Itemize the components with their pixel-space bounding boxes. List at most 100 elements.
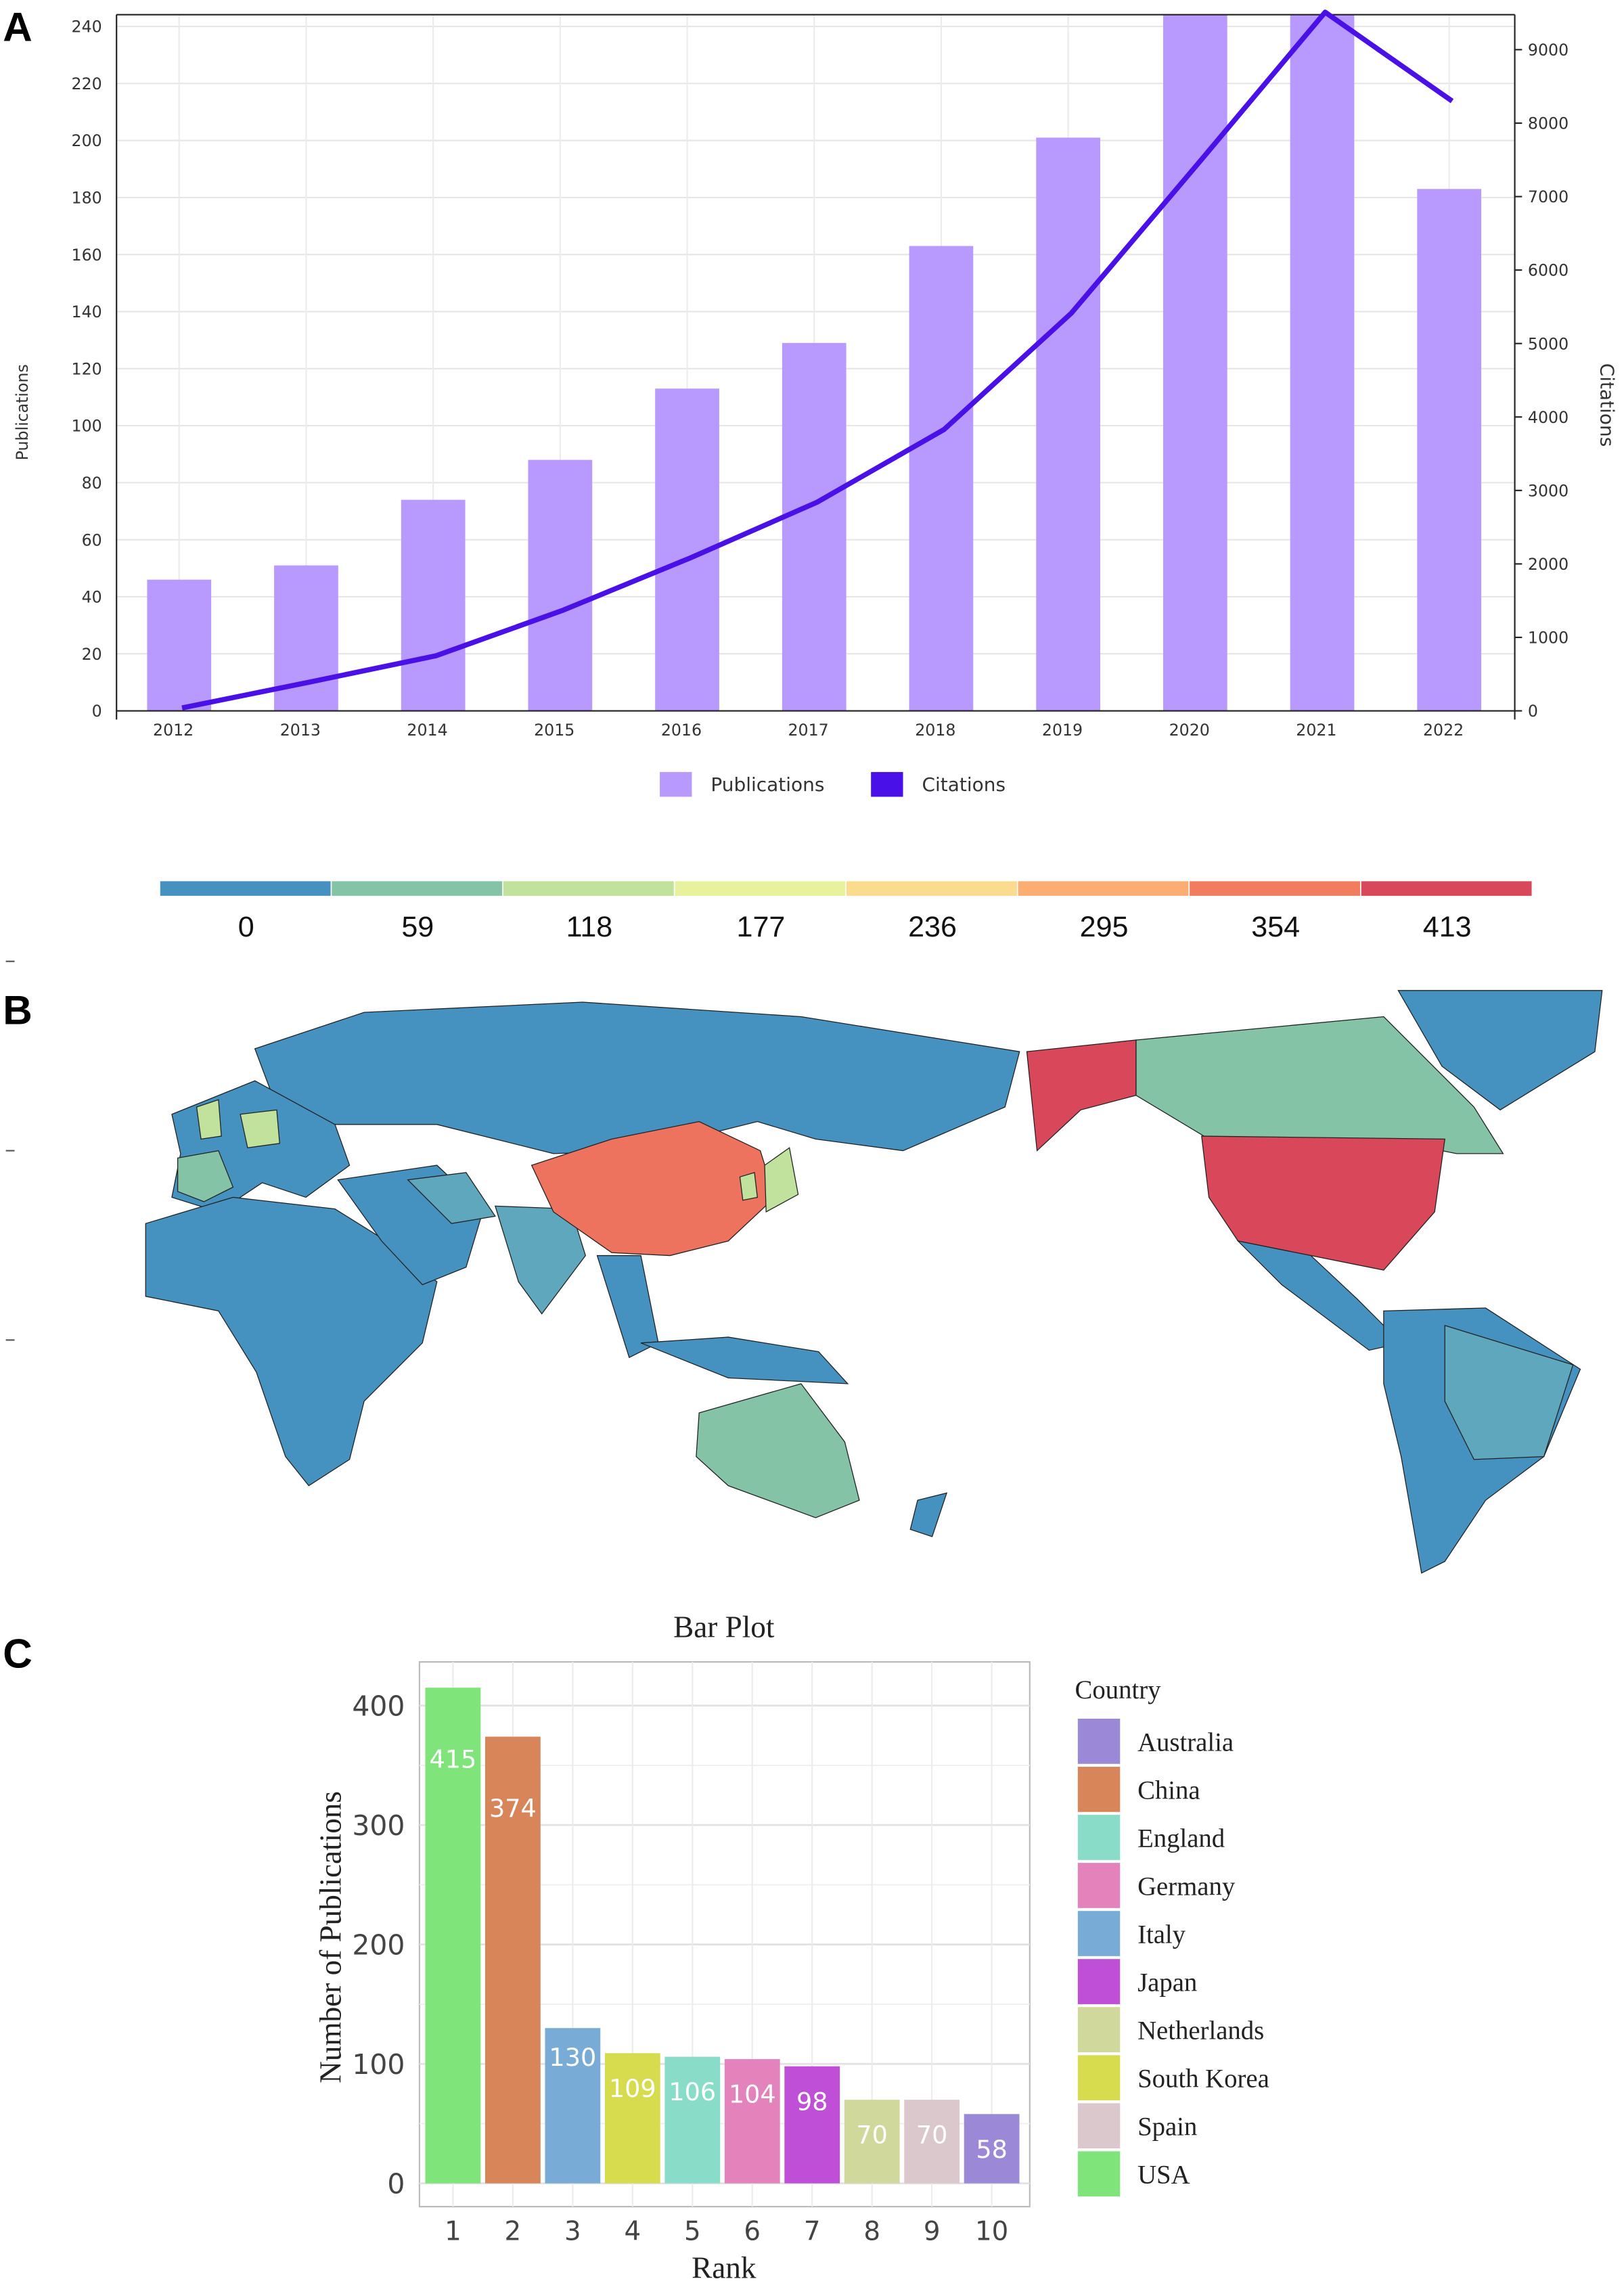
y2-tick-label: 6000: [1528, 261, 1569, 280]
x-tick-label: 2021: [1296, 721, 1336, 740]
y2-tick-label: 0: [1528, 702, 1538, 721]
y-tick-label: 20: [82, 645, 102, 664]
color-scale-label: 177: [737, 911, 786, 943]
x-tick-label: 6: [744, 2217, 761, 2247]
legend-label: Germany: [1137, 1872, 1236, 1901]
color-scale-segment: [1361, 881, 1532, 896]
y-tick-label: 220: [72, 74, 102, 93]
color-scale-label: 295: [1080, 911, 1129, 943]
x-tick-label: 2: [505, 2217, 522, 2247]
bar-value-label: 70: [916, 2121, 948, 2150]
russia-region: [254, 1001, 1020, 1154]
y-tick-label: 240: [72, 18, 102, 37]
y-tick-label: 160: [72, 246, 102, 265]
bars: [147, 14, 1482, 711]
legend-title: Country: [1075, 1675, 1162, 1704]
legend-swatch: [1077, 1911, 1121, 1956]
x-tick-label: 2020: [1169, 721, 1210, 740]
x-tick-label: 10: [975, 2217, 1008, 2247]
color-scale-label: 413: [1423, 911, 1472, 943]
publication-bar: [1417, 189, 1482, 711]
x-tick-label: 7: [804, 2217, 821, 2247]
y2-tick-label: 8000: [1528, 114, 1569, 133]
legend-label: Japan: [1137, 1968, 1197, 1997]
legend-swatch: [1077, 2055, 1121, 2100]
color-scale-segment: [847, 881, 1017, 896]
y-tick-label: 60: [82, 530, 102, 549]
panel-label-a: A: [3, 3, 32, 49]
publications-citations-chart: Publications Citations 0 20 40 60 80 100 120 14…: [13, 9, 1619, 797]
x-tick-label: 2017: [788, 721, 829, 740]
legend-swatch: [1077, 1767, 1121, 1812]
y2-tick-label: 1000: [1528, 629, 1569, 648]
bar-value-label: 374: [489, 1794, 537, 1823]
x-tick-label: 2014: [407, 721, 447, 740]
legend-label: USA: [1137, 2161, 1190, 2190]
y2-tick-label: 5000: [1528, 334, 1569, 353]
western-europe-region: [177, 1150, 234, 1202]
y-tick-label: 400: [352, 1690, 405, 1723]
panel-label-b: B: [3, 987, 32, 1033]
x-tick-label: 5: [684, 2217, 701, 2247]
bar-usa: [425, 1688, 481, 2184]
y-tick-label: 100: [352, 2048, 405, 2081]
publication-bar: [528, 459, 593, 711]
bar-netherlands: [844, 2100, 900, 2184]
canada-region: [1135, 1016, 1504, 1154]
indonesia-region: [640, 1336, 849, 1384]
y-tick-label: 0: [92, 702, 102, 721]
y-tick-label: 120: [72, 359, 102, 378]
y-tick-label: 200: [72, 131, 102, 150]
legend-swatch: [1077, 2007, 1121, 2052]
color-scale-label: 118: [566, 911, 613, 943]
color-scale-segment: [1018, 881, 1189, 896]
x-tick-label: 2012: [153, 721, 194, 740]
x-tick-label: 2018: [915, 721, 955, 740]
australia-region: [696, 1383, 860, 1518]
bar-japan: [784, 2066, 840, 2184]
bar-value-label: 98: [796, 2087, 828, 2116]
legend-label: Australia: [1137, 1727, 1234, 1757]
publication-bar: [1163, 14, 1227, 711]
citations-line: [181, 9, 1454, 710]
color-scale-label: 236: [908, 911, 957, 943]
uk-region: [196, 1099, 222, 1140]
central-europe-region: [240, 1109, 280, 1148]
country-rank-bar-chart: Bar Plot Rank Number of Publications Cou…: [314, 1610, 1269, 2281]
bar-value-label: 130: [549, 2043, 596, 2072]
color-scale-segment: [675, 881, 846, 896]
legend-swatch: [1077, 1719, 1121, 1764]
africa-region: [145, 1196, 438, 1487]
alaska-region: [1026, 1039, 1137, 1152]
color-scale-label: 0: [238, 911, 254, 943]
x-tick-label: 2022: [1423, 721, 1464, 740]
y-tick-label: 180: [72, 189, 102, 208]
legend-label: Italy: [1137, 1920, 1186, 1949]
color-scale-label: 59: [401, 911, 434, 943]
legend-label: China: [1137, 1776, 1200, 1805]
y-tick-label: 40: [82, 588, 102, 607]
world-choropleth-map: 0 59 118 177 236 295 354 413: [145, 881, 1603, 1574]
y-tick-label: 0: [387, 2168, 405, 2200]
legend-label: Netherlands: [1137, 2016, 1264, 2046]
y2-tick-label: 4000: [1528, 408, 1569, 427]
bar-spain: [904, 2100, 960, 2184]
legend-label: South Korea: [1137, 2064, 1269, 2094]
y-tick-label: 80: [82, 474, 102, 493]
y2-tick-label: 3000: [1528, 481, 1569, 500]
new-zealand-region: [909, 1492, 948, 1537]
x-tick-label: 1: [445, 2217, 461, 2247]
legend-swatch: [1077, 1959, 1121, 2004]
publication-bar: [147, 579, 212, 711]
publication-bar: [1290, 15, 1355, 711]
legend-swatch-citations: [871, 771, 903, 797]
y-tick-label: 300: [352, 1809, 405, 1842]
chart-title: Bar Plot: [673, 1610, 775, 1644]
publication-bar: [1036, 137, 1100, 711]
turkey-iran-region: [407, 1172, 496, 1224]
bar-south-korea: [604, 2053, 660, 2184]
usa-region: [1201, 1135, 1445, 1271]
bar-value-label: 104: [729, 2080, 776, 2109]
brazil-region: [1444, 1324, 1574, 1460]
panel-label-c: C: [3, 1631, 32, 1677]
